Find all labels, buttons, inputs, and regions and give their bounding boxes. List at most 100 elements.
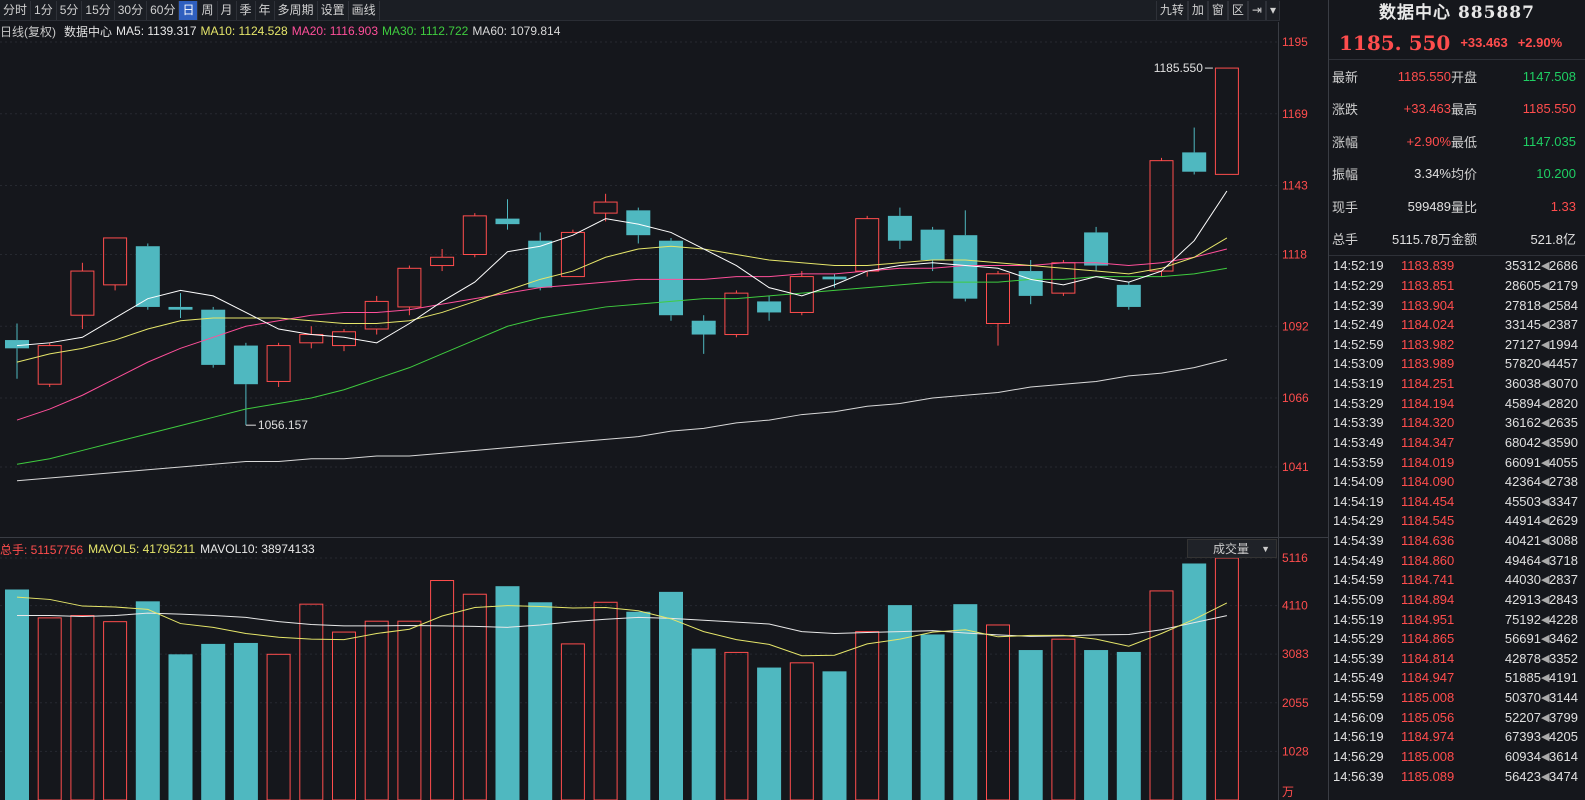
tick-volume: 42364 — [1504, 474, 1541, 490]
candle — [103, 237, 128, 291]
candle-body — [757, 301, 782, 313]
period-button[interactable]: 设置 — [318, 0, 349, 20]
chart-tool-button[interactable]: ▾ — [1265, 0, 1280, 20]
tick-time: 14:56:39 — [1333, 768, 1384, 784]
volume-bar — [495, 586, 520, 800]
tick-volume: 57820 — [1504, 356, 1541, 372]
tick-count: 2584 — [1549, 297, 1578, 313]
tick-count: 2686 — [1549, 258, 1578, 274]
chart-tool-button[interactable]: 加 — [1187, 0, 1208, 20]
tick-list[interactable]: 14:52:19 1183.839 35312 ◀ 2686 14:52:29 1183.8… — [1329, 256, 1585, 786]
candlestick-chart[interactable]: 1195 1169 1143 1118 1092 1066 1041 1185.550 1056… — [0, 22, 1309, 538]
volume-bar — [986, 624, 1010, 800]
arrow-left-icon: ◀ — [1541, 770, 1550, 783]
candle-body — [920, 229, 945, 261]
period-button[interactable]: 季 — [237, 0, 256, 20]
arrow-left-icon: ◀ — [1541, 378, 1550, 391]
candle-body — [364, 300, 389, 330]
tick-volume: 45894 — [1504, 395, 1541, 411]
candle — [495, 199, 520, 230]
arrow-left-icon: ◀ — [1541, 456, 1550, 469]
tick-time: 14:53:39 — [1333, 415, 1384, 431]
tick-row: 14:56:19 1184.974 67393 ◀ 4205 — [1329, 727, 1585, 747]
period-button[interactable]: 1分 — [31, 0, 57, 20]
candle-body — [135, 246, 160, 307]
chart-tool-button[interactable]: 九转 — [1155, 0, 1188, 20]
price-tick-label: 1143 — [1282, 179, 1308, 193]
arrow-left-icon: ◀ — [1541, 652, 1550, 665]
period-button[interactable]: 60分 — [147, 0, 180, 20]
candle-body — [495, 218, 520, 225]
tick-price: 1184.320 — [1401, 415, 1455, 431]
tick-volume: 28605 — [1504, 277, 1541, 293]
candle — [332, 329, 356, 352]
tick-time: 14:54:29 — [1333, 513, 1384, 529]
period-button[interactable]: 画线 — [349, 0, 380, 20]
candle — [168, 293, 193, 318]
tick-count: 3144 — [1549, 690, 1578, 706]
stat-row: 涨幅 +2.90% 最低 1147.035 — [1329, 125, 1585, 158]
tick-time: 14:53:49 — [1333, 434, 1384, 450]
period-button[interactable]: 年 — [256, 0, 275, 20]
period-button[interactable]: 分时 — [0, 0, 32, 20]
tick-count: 2635 — [1549, 415, 1578, 431]
stat-label: 量比 — [1451, 199, 1478, 215]
tick-row: 14:54:29 1184.545 44914 ◀ 2629 — [1329, 511, 1585, 531]
period-button[interactable]: 周 — [198, 0, 218, 20]
candle-body — [560, 231, 585, 278]
tick-price: 1184.024 — [1401, 317, 1455, 333]
period-button[interactable]: 月 — [218, 0, 237, 20]
tick-count: 4205 — [1549, 729, 1578, 745]
period-button[interactable]: 日 — [179, 0, 199, 20]
tick-time: 14:55:29 — [1333, 631, 1384, 647]
chart-tool-button[interactable]: 区 — [1227, 0, 1248, 20]
arrow-left-icon: ◀ — [1541, 397, 1550, 410]
candle-body — [168, 306, 193, 310]
candle-body — [855, 218, 880, 272]
arrow-left-icon: ◀ — [1541, 731, 1550, 744]
candle-body — [691, 320, 716, 335]
stat-label: 金额 — [1451, 232, 1478, 248]
period-button[interactable]: 30分 — [115, 0, 148, 20]
arrow-left-icon: ◀ — [1541, 515, 1550, 528]
volume-bar — [201, 643, 226, 800]
volume-bar — [855, 631, 880, 800]
tick-volume: 42913 — [1504, 591, 1541, 607]
tick-time: 14:54:19 — [1333, 493, 1384, 509]
arrow-left-icon: ◀ — [1541, 554, 1550, 567]
tick-volume: 50370 — [1504, 690, 1541, 706]
ma30-value: MA30: 1112.722 — [382, 24, 469, 38]
period-button[interactable]: 15分 — [82, 0, 115, 20]
tick-price: 1184.951 — [1401, 611, 1455, 627]
stat-value: 5115.78万 — [1391, 232, 1451, 248]
stat-label: 总手 — [1332, 232, 1359, 248]
candle — [135, 243, 160, 310]
volume-bar — [920, 634, 945, 800]
candle — [70, 262, 95, 330]
chart-tool-button[interactable]: ⇥ — [1247, 0, 1266, 20]
candle-body — [332, 331, 356, 347]
stat-value: 1147.035 — [1522, 133, 1576, 149]
indicator-select[interactable]: 成交量 ▼ — [1187, 539, 1277, 558]
volume-chart[interactable]: 5116 4110 3083 2055 1028 万 — [0, 540, 1309, 800]
arrow-left-icon: ◀ — [1541, 417, 1550, 430]
volume-bar — [1084, 650, 1109, 800]
period-button[interactable]: 5分 — [57, 0, 83, 20]
tick-price: 1184.741 — [1401, 572, 1455, 588]
indicator-select-label: 成交量 — [1213, 542, 1250, 556]
tick-count: 3462 — [1549, 631, 1578, 647]
period-button[interactable]: 多周期 — [275, 0, 318, 20]
tick-count: 3590 — [1549, 434, 1578, 450]
chart-tool-button[interactable]: 窗 — [1207, 0, 1228, 20]
candle-body — [659, 240, 683, 316]
arrow-left-icon: ◀ — [1541, 319, 1550, 332]
tick-row: 14:53:39 1184.320 36162 ◀ 2635 — [1329, 413, 1585, 433]
tick-count: 4191 — [1549, 670, 1578, 686]
tick-volume: 40421 — [1504, 533, 1541, 549]
arrow-left-icon: ◀ — [1541, 574, 1550, 587]
candle-body — [1084, 232, 1109, 266]
tick-count: 3352 — [1549, 650, 1578, 666]
tick-time: 14:53:29 — [1333, 395, 1384, 411]
ma20-line — [16, 248, 1228, 421]
period-toolbar: 分时 1分 5分 15分 30分 60分日周月季年多周期 设置 画线 九转加窗区 ⇥ ▾ — [0, 0, 1280, 21]
